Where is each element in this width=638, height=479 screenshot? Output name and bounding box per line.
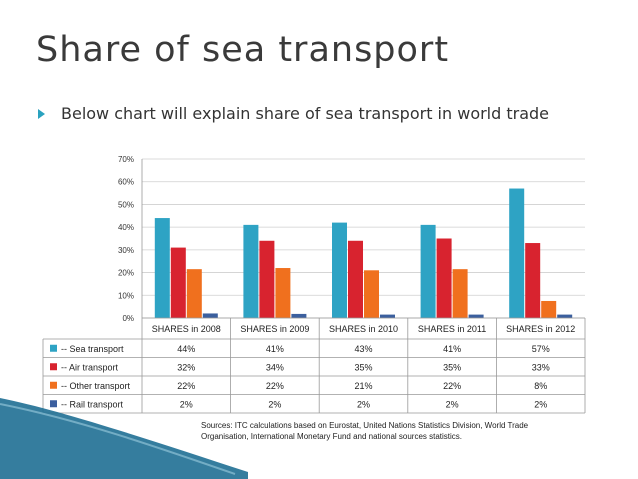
bar <box>291 313 307 318</box>
y-tick-label: 30% <box>118 246 134 255</box>
slide-title: Share of sea transport <box>36 30 450 70</box>
legend-swatch <box>50 400 57 408</box>
bar <box>259 240 275 318</box>
legend-swatch <box>50 344 57 352</box>
y-tick-label: 70% <box>118 155 134 164</box>
category-label: SHARES in 2008 <box>152 324 221 334</box>
y-tick-label: 20% <box>118 269 134 278</box>
triangle-bullet-icon <box>38 108 45 119</box>
data-label: 2% <box>180 399 193 409</box>
y-tick-label: 40% <box>118 223 134 232</box>
bar <box>557 314 573 318</box>
swoosh-highlight <box>0 403 236 475</box>
data-label: 41% <box>266 344 284 354</box>
data-label: 35% <box>443 362 461 372</box>
bullet-item: Below chart will explain share of sea tr… <box>38 104 549 123</box>
legend-label: -- Air transport <box>61 362 119 372</box>
legend-label: -- Rail transport <box>61 399 124 409</box>
bar <box>525 243 541 318</box>
data-label: 43% <box>354 344 372 354</box>
data-label: 22% <box>443 381 461 391</box>
data-label: 41% <box>443 344 461 354</box>
category-label: SHARES in 2012 <box>506 324 575 334</box>
y-tick-label: 50% <box>118 200 134 209</box>
bar <box>243 224 259 318</box>
data-label: 22% <box>266 381 284 391</box>
data-label: 33% <box>532 362 550 372</box>
y-tick-label: 60% <box>118 178 134 187</box>
data-label: 22% <box>177 381 195 391</box>
data-label: 21% <box>354 381 372 391</box>
bar <box>348 240 363 318</box>
source-note: Sources: ITC calculations based on Euros… <box>201 421 529 441</box>
swoosh-shape <box>0 398 248 479</box>
data-label: 2% <box>534 399 547 409</box>
bar <box>420 224 436 318</box>
bullet-text: Below chart will explain share of sea tr… <box>61 104 550 123</box>
data-label: 2% <box>357 399 370 409</box>
y-tick-label: 0% <box>122 314 134 323</box>
data-label: 44% <box>177 344 195 354</box>
category-label: SHARES in 2009 <box>240 324 309 334</box>
bar <box>170 247 186 318</box>
legend-swatch <box>50 363 57 371</box>
bar <box>541 300 557 318</box>
data-label: 2% <box>446 399 459 409</box>
bar <box>364 270 379 318</box>
bar <box>436 238 452 318</box>
bar <box>452 269 468 318</box>
data-label: 34% <box>266 362 284 372</box>
bar <box>468 314 484 318</box>
legend-swatch <box>50 381 57 389</box>
legend-label: -- Other transport <box>61 381 131 391</box>
bar <box>332 222 347 318</box>
category-label: SHARES in 2011 <box>418 324 486 334</box>
data-label: 32% <box>177 362 195 372</box>
bar <box>509 188 525 318</box>
bar <box>380 314 395 318</box>
bar <box>275 268 291 318</box>
data-label: 35% <box>354 362 372 372</box>
legend-label: -- Sea transport <box>61 344 124 354</box>
bar <box>154 218 170 318</box>
y-tick-label: 10% <box>118 291 134 300</box>
data-label: 2% <box>268 399 281 409</box>
data-label: 57% <box>532 344 550 354</box>
category-label: SHARES in 2010 <box>329 324 398 334</box>
bar <box>186 269 202 318</box>
bar <box>202 313 218 318</box>
data-label: 8% <box>534 381 547 391</box>
